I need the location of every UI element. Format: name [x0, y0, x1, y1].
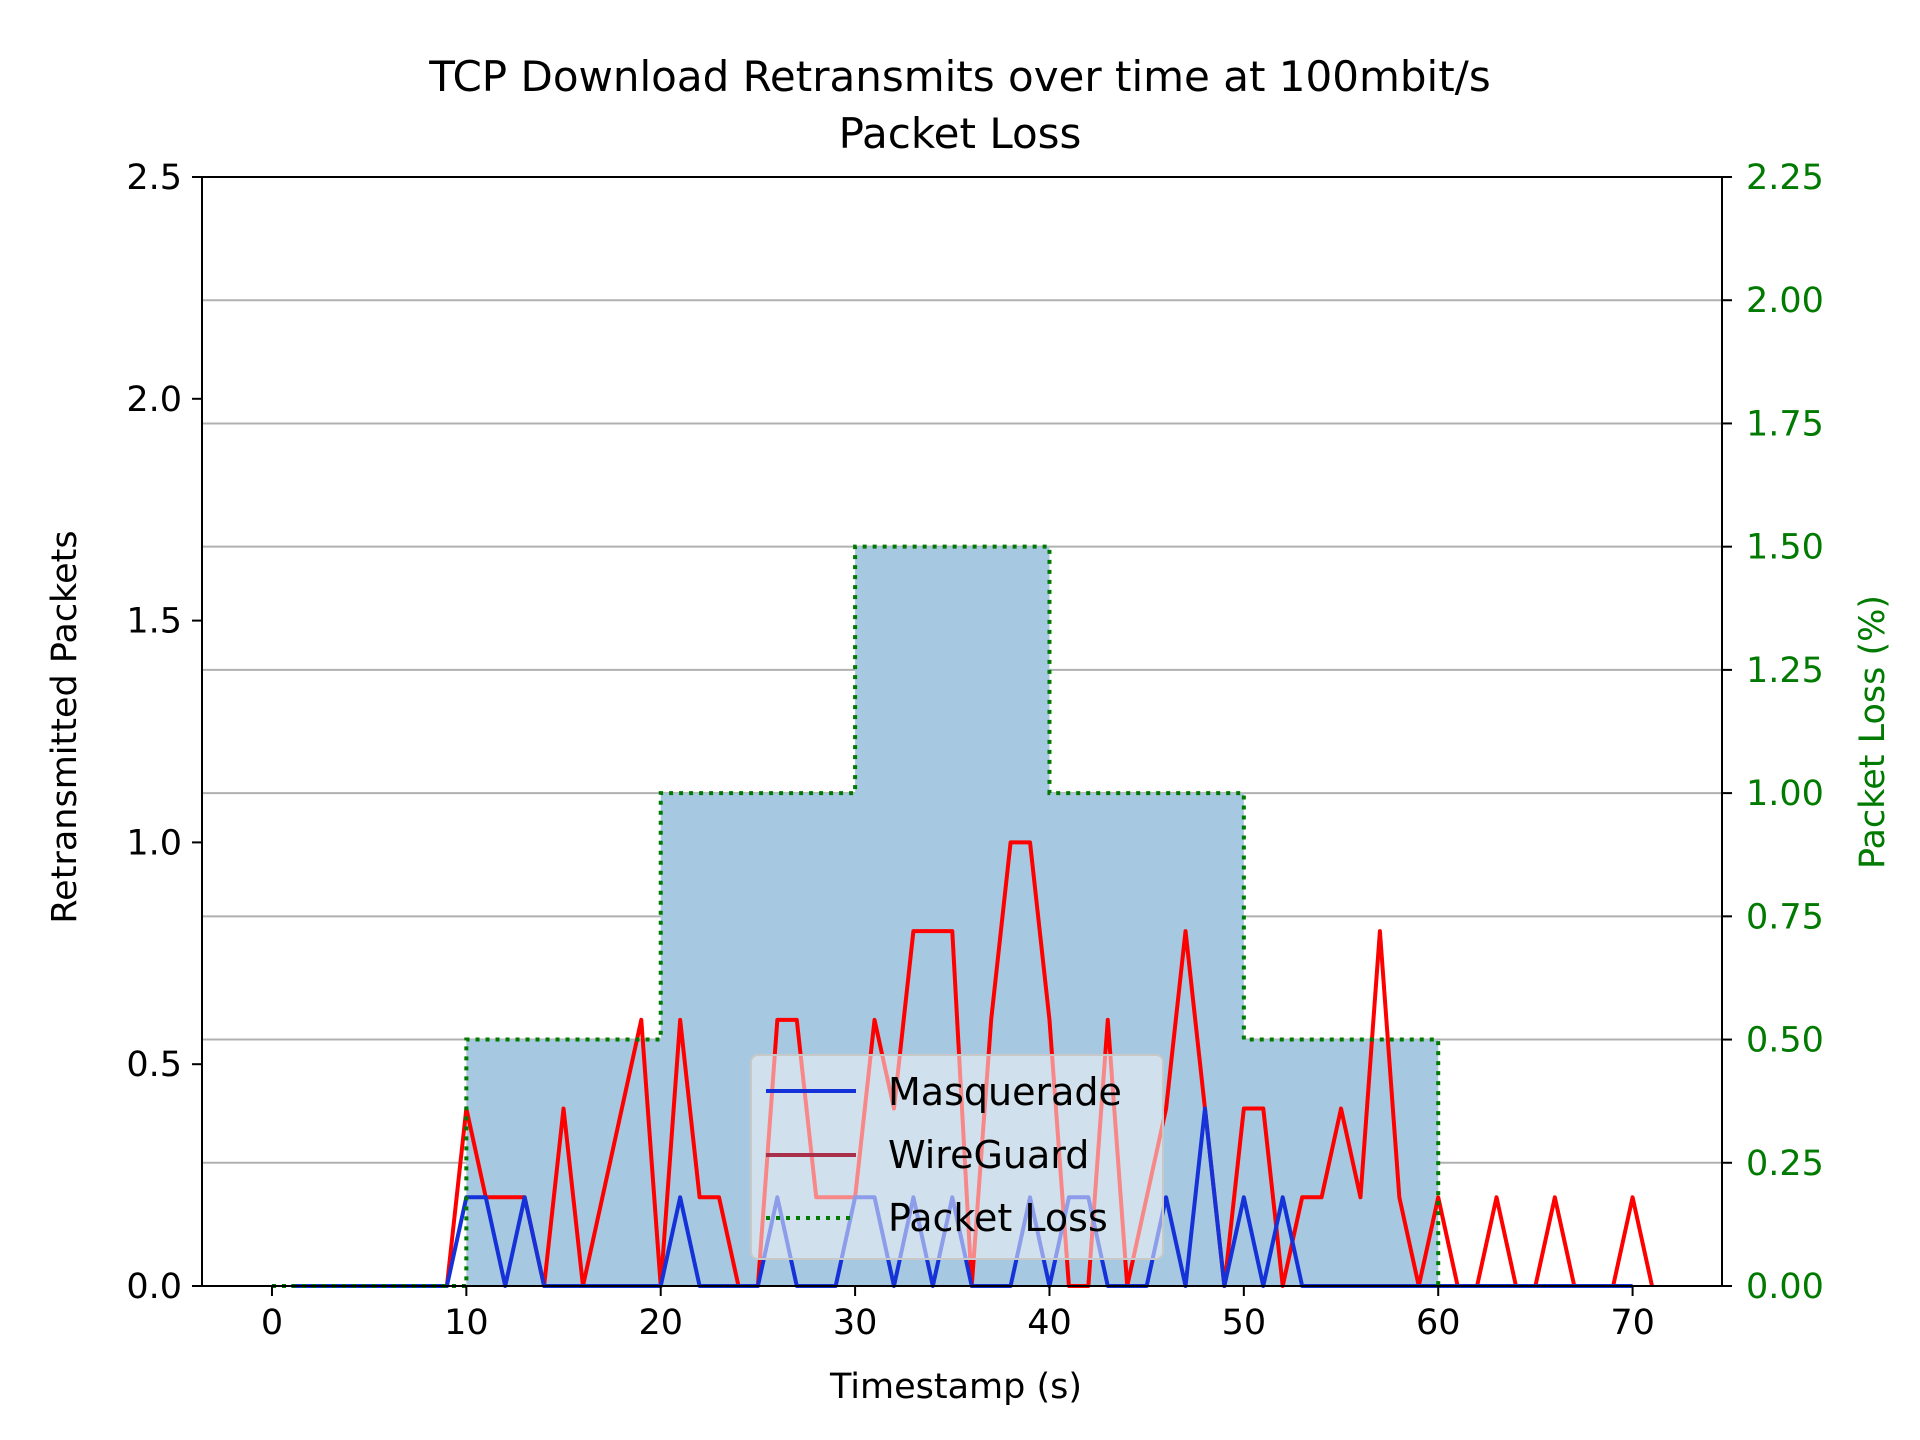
legend-label-packet-loss: Packet Loss: [888, 1196, 1108, 1240]
x-tick-label: 0: [261, 1303, 283, 1343]
x-tick-label: 10: [444, 1303, 489, 1343]
x-tick-label: 30: [833, 1303, 878, 1343]
chart-title: TCP Download Retransmits over time at 10…: [428, 52, 1490, 101]
chart-subtitle: Packet Loss: [839, 109, 1082, 158]
x-tick-label: 70: [1610, 1303, 1655, 1343]
y2-tick-label: 1.75: [1746, 404, 1824, 444]
x-tick-label: 50: [1222, 1303, 1267, 1343]
y2-tick-label: 0.25: [1746, 1144, 1824, 1184]
x-tick-label: 60: [1416, 1303, 1461, 1343]
packet-loss-line: [271, 544, 1441, 1288]
x-axis-ticks: 0 10 20 30 40 50 60 70: [261, 1286, 1655, 1343]
y2-tick-label: 2.00: [1746, 281, 1824, 321]
legend-label-wireguard: WireGuard: [888, 1133, 1089, 1177]
y-tick-label: 1.5: [126, 602, 182, 642]
plot-frame: [201, 176, 1723, 1287]
x-tick-label: 20: [638, 1303, 683, 1343]
y-tick-label: 0.0: [126, 1267, 182, 1307]
y2-tick-label: 1.25: [1746, 651, 1824, 691]
x-tick-label: 40: [1027, 1303, 1072, 1343]
y2-tick-label: 0.50: [1746, 1021, 1824, 1061]
y-axis-ticks: 0.0 0.5 1.0 1.5 2.0 2.5: [126, 158, 202, 1307]
y2-tick-label: 2.25: [1746, 158, 1824, 198]
y2-axis-ticks: 0.00 0.25 0.50 0.75 1.00 1.25 1.50 1.75 2.00 2.25: [1722, 158, 1824, 1307]
y-axis-label: Retransmitted Packets: [45, 530, 85, 923]
legend-box: [750, 1054, 1164, 1260]
y2-tick-label: 1.00: [1746, 774, 1824, 814]
series-packet-loss: [271, 544, 1441, 1288]
legend: Masquerade WireGuard Packet Loss: [750, 1054, 1164, 1260]
x-axis-label: Timestamp (s): [829, 1367, 1082, 1407]
y-tick-label: 1.0: [126, 823, 182, 863]
y2-tick-label: 0.75: [1746, 897, 1824, 937]
y-tick-label: 0.5: [126, 1045, 182, 1085]
y-tick-label: 2.5: [126, 158, 182, 198]
legend-label-masquerade: Masquerade: [888, 1070, 1122, 1114]
y2-axis-label: Packet Loss (%): [1853, 595, 1893, 869]
y2-tick-label: 0.00: [1746, 1267, 1824, 1307]
y-tick-label: 2.0: [126, 380, 182, 420]
y2-tick-label: 1.50: [1746, 528, 1824, 568]
